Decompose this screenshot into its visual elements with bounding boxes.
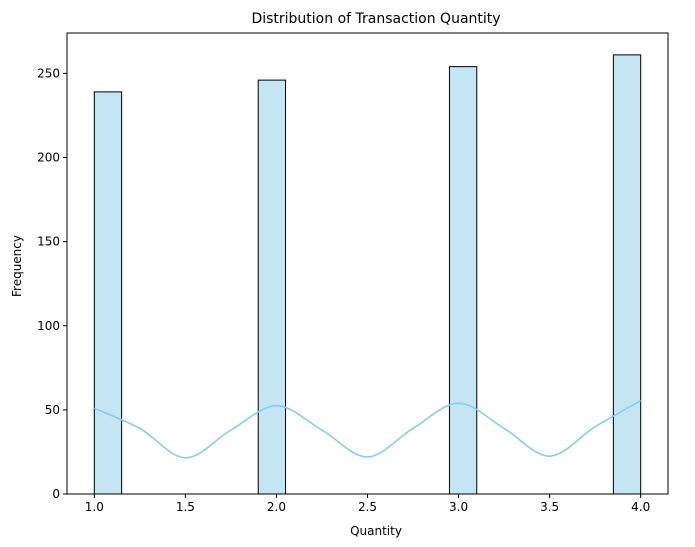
plot-area [66,32,669,495]
y-tick-label: 100 [37,319,60,333]
y-tick-label: 150 [37,235,60,249]
x-tick-label: 3.5 [540,500,559,514]
x-tick-label: 1.0 [85,500,104,514]
x-tick-label: 2.0 [267,500,286,514]
histogram-bar-2 [257,79,287,495]
y-tick-label: 50 [45,403,60,417]
histogram-bar-4 [612,54,642,495]
histogram-bar-1 [93,91,123,495]
x-tick-label: 2.5 [358,500,377,514]
x-axis-label: Quantity [350,524,402,538]
y-axis-label: Frequency [10,235,24,297]
y-tick-label: 0 [52,487,60,501]
chart-title: Distribution of Transaction Quantity [251,11,500,27]
x-tick-label: 4.0 [631,500,650,514]
x-tick-label: 1.5 [176,500,195,514]
x-axis: 1.0 1.5 2.0 2.5 3.0 3.5 4.0 [85,494,650,514]
y-tick-label: 200 [37,151,60,165]
kde-line [93,399,642,459]
plot-frame [66,32,669,495]
y-axis: 0 50 100 150 200 250 [37,66,67,501]
x-tick-label: 3.0 [449,500,468,514]
y-tick-label: 250 [37,66,60,80]
bars-group [93,54,642,495]
histogram-bar-3 [448,66,478,495]
